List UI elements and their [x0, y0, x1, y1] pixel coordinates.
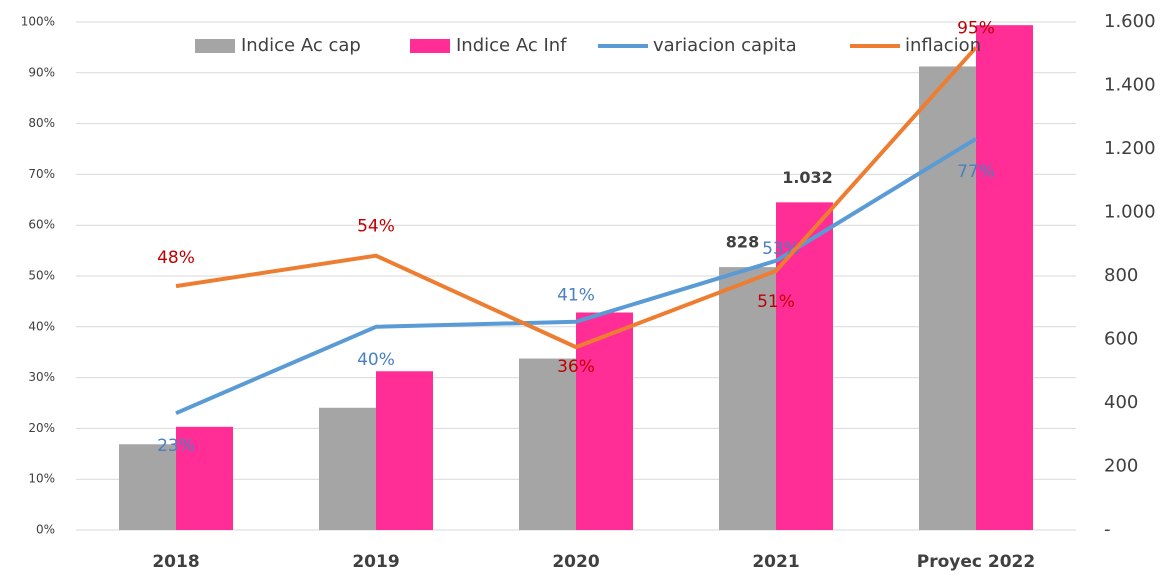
bar [319, 407, 376, 530]
bar [119, 444, 176, 530]
bar [176, 426, 233, 530]
bar [576, 312, 633, 530]
bar [719, 267, 776, 530]
y2-tick-label: - [1104, 519, 1111, 540]
y-tick-label: 70% [28, 167, 55, 181]
y2-tick-label: 1.000 [1104, 202, 1156, 223]
line-value-label: 51% [757, 292, 795, 312]
y-tick-label: 30% [28, 370, 55, 384]
y-tick-label: 0% [36, 523, 55, 537]
x-tick-label: 2021 [752, 552, 799, 572]
legend-swatch [410, 39, 450, 53]
y-tick-label: 60% [28, 218, 55, 232]
bar-value-label: 1.032 [782, 168, 833, 187]
line-value-label: 40% [357, 350, 395, 370]
y2-tick-label: 1.200 [1104, 138, 1156, 159]
legend-label: inflacion [905, 35, 981, 56]
y-tick-label: 80% [28, 116, 55, 130]
line-value-label: 41% [557, 286, 595, 306]
line-value-label: 95% [957, 18, 995, 38]
y2-tick-label: 1.400 [1104, 75, 1156, 96]
y2-tick-label: 800 [1104, 265, 1138, 286]
x-tick-label: Proyec 2022 [917, 552, 1035, 572]
y2-tick-label: 600 [1104, 329, 1138, 350]
y-tick-label: 90% [28, 65, 55, 79]
y-tick-label: 10% [28, 472, 55, 486]
x-tick-label: 2019 [352, 552, 399, 572]
line-value-label: 77% [957, 162, 995, 182]
bar [376, 371, 433, 530]
legend-label: Indice Ac cap [241, 35, 361, 56]
y-tick-label: 40% [28, 319, 55, 333]
y2-tick-label: 400 [1104, 392, 1138, 413]
line-value-label: 54% [357, 217, 395, 237]
bar [519, 358, 576, 530]
y-tick-label: 50% [28, 269, 55, 283]
bar [919, 66, 976, 530]
x-tick-label: 2020 [552, 552, 599, 572]
bar-value-label: 828 [726, 233, 759, 252]
y-tick-label: 100% [21, 15, 55, 29]
y2-tick-label: 200 [1104, 456, 1138, 477]
line [175, 137, 978, 415]
line [175, 46, 978, 350]
x-tick-label: 2018 [152, 552, 199, 572]
legend-label: variacion capita [653, 35, 797, 56]
line-value-label: 23% [157, 436, 195, 456]
legend-swatch [195, 39, 235, 53]
legend-label: Indice Ac Inf [456, 35, 567, 56]
y-tick-label: 20% [28, 421, 55, 435]
line-value-label: 48% [157, 248, 195, 268]
bar [976, 25, 1033, 531]
y2-tick-label: 1.600 [1104, 11, 1156, 32]
line-value-label: 36% [557, 357, 595, 377]
